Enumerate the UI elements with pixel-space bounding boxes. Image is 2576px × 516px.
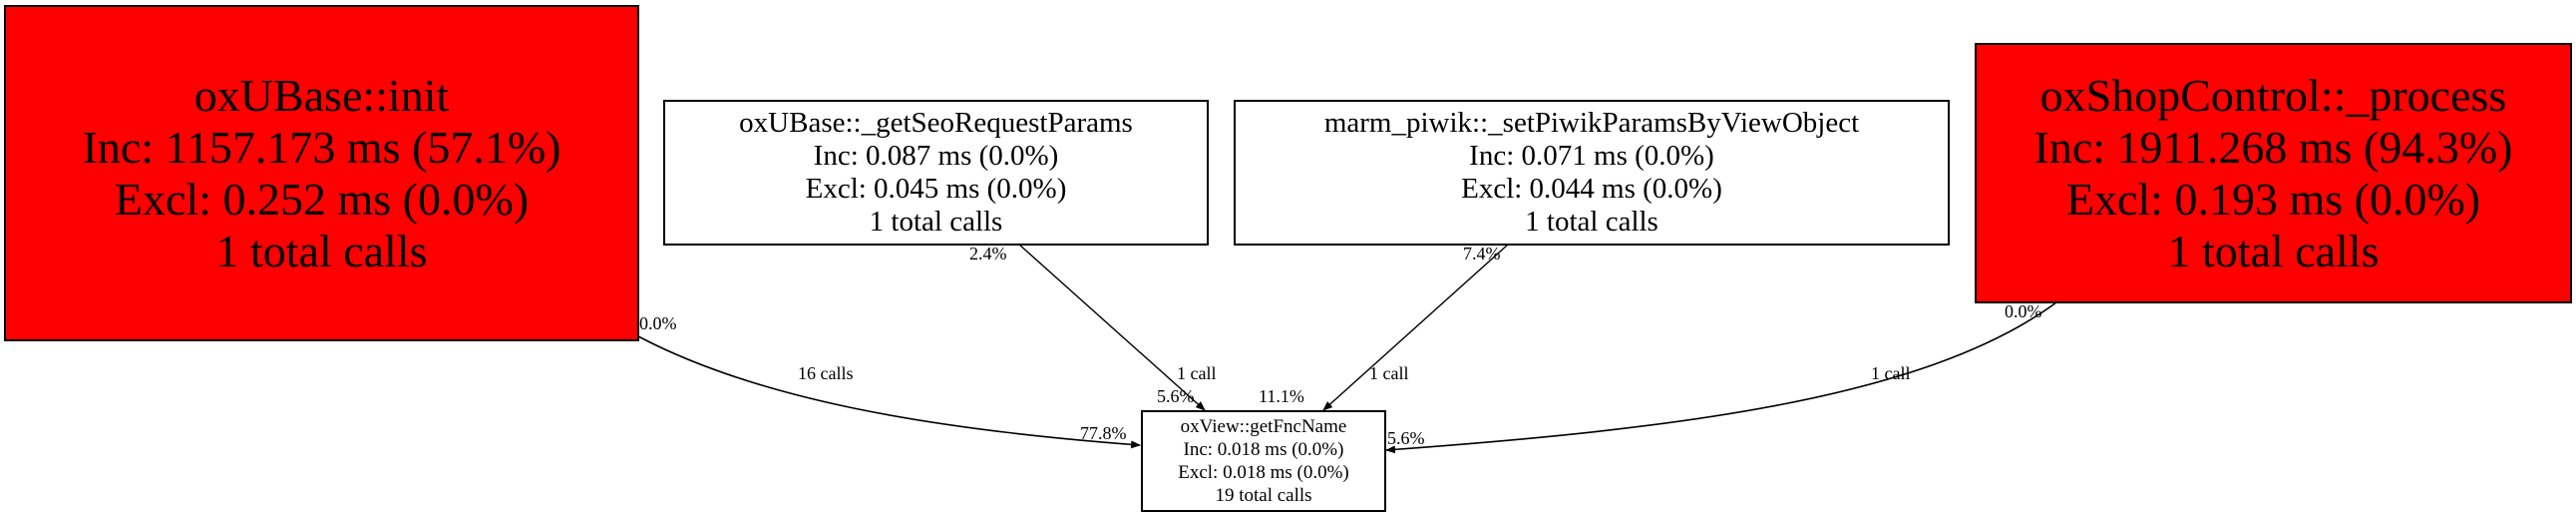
node-excl: Excl: 0.045 ms (0.0%): [805, 173, 1067, 205]
node-calls: 19 total calls: [1215, 485, 1312, 506]
node-calls: 1 total calls: [1525, 206, 1658, 238]
node-oxubase-init[interactable]: oxUBase::init Inc: 1157.173 ms (57.1%) E…: [4, 5, 639, 341]
node-name: oxView::getFncName: [1180, 416, 1347, 437]
node-name: oxUBase::_getSeoRequestParams: [739, 107, 1133, 139]
node-calls: 1 total calls: [215, 225, 428, 276]
node-oxubase-getseorequestparams[interactable]: oxUBase::_getSeoRequestParams Inc: 0.087…: [663, 100, 1209, 246]
edge-tail-label: 7.4%: [1463, 244, 1501, 263]
node-inc: Inc: 1157.173 ms (57.1%): [82, 121, 561, 173]
edge-call-label: 1 call: [1871, 363, 1911, 383]
edge-head-label: 77.8%: [1080, 423, 1127, 443]
node-calls: 1 total calls: [869, 206, 1003, 238]
edge-head-label: 11.1%: [1259, 386, 1304, 406]
edge-tail-label: 0.0%: [639, 313, 677, 333]
edge-tail-label: 2.4%: [969, 244, 1007, 263]
node-excl: Excl: 0.252 ms (0.0%): [114, 173, 530, 225]
edge-call-label: 16 calls: [798, 363, 854, 383]
edge-call-label: 1 call: [1369, 363, 1409, 383]
edge-call-label: 1 call: [1177, 363, 1217, 383]
node-name: oxShopControl::_process: [2039, 69, 2507, 121]
edge-seo-to-getfncname: [1018, 244, 1206, 411]
node-inc: Inc: 0.018 ms (0.0%): [1183, 439, 1344, 460]
node-excl: Excl: 0.018 ms (0.0%): [1178, 462, 1349, 483]
node-marm-piwik-setpiwikparams[interactable]: marm_piwik::_setPiwikParamsByViewObject …: [1234, 100, 1950, 246]
node-excl: Excl: 0.193 ms (0.0%): [2065, 173, 2481, 225]
node-calls: 1 total calls: [2167, 225, 2380, 276]
edge-piwik-to-getfncname: [1322, 244, 1509, 411]
node-inc: Inc: 1911.268 ms (94.3%): [2033, 121, 2513, 173]
node-name: oxUBase::init: [193, 69, 450, 121]
node-excl: Excl: 0.044 ms (0.0%): [1461, 173, 1722, 205]
node-inc: Inc: 0.087 ms (0.0%): [813, 140, 1059, 172]
node-name: marm_piwik::_setPiwikParamsByViewObject: [1323, 107, 1860, 139]
node-oxshopcontrol-process[interactable]: oxShopControl::_process Inc: 1911.268 ms…: [1975, 43, 2572, 303]
edge-init-to-getfncname: [637, 335, 1141, 449]
edge-tail-label: 0.0%: [2005, 301, 2042, 321]
edge-head-label: 5.6%: [1387, 428, 1425, 448]
edge-shop-to-getfncname: [1385, 301, 2057, 454]
node-oxview-getfncname[interactable]: oxView::getFncName Inc: 0.018 ms (0.0%) …: [1141, 410, 1386, 512]
edge-head-label: 5.6%: [1157, 386, 1195, 406]
node-inc: Inc: 0.071 ms (0.0%): [1469, 140, 1714, 172]
